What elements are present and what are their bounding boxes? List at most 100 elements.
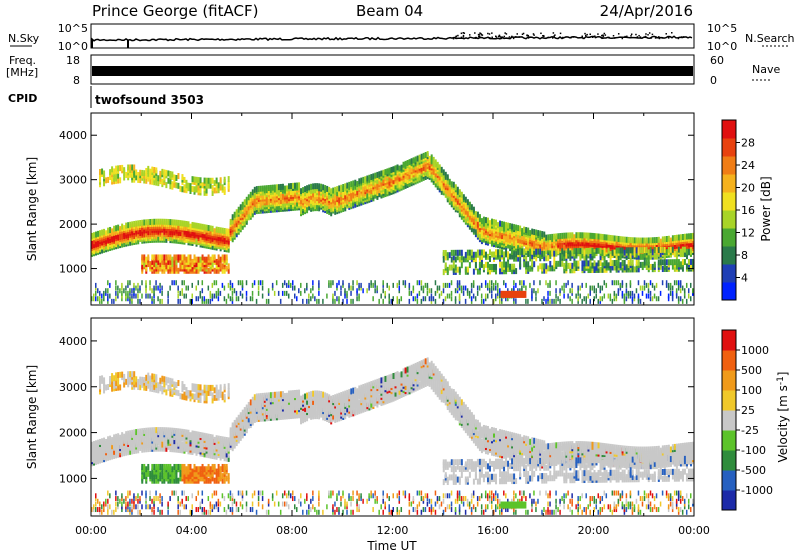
power-cell [608, 248, 610, 254]
power-cell [680, 261, 682, 267]
power-cell [475, 262, 477, 268]
power-cell [591, 248, 593, 254]
power-cell [690, 249, 692, 255]
power-cell [497, 288, 499, 293]
power-cell [421, 299, 423, 304]
power-cell [194, 222, 196, 228]
power-cell [634, 237, 636, 243]
power-cell [121, 283, 123, 288]
power-cell [338, 185, 340, 191]
power-cell [469, 250, 471, 256]
power-cell [479, 214, 481, 220]
power-cell [688, 288, 690, 293]
power-cell [214, 187, 216, 193]
power-cell [240, 204, 242, 210]
power-cell [447, 294, 449, 299]
power-cell [210, 257, 212, 263]
power-cell [356, 296, 358, 301]
power-cell [477, 269, 479, 275]
power-cell [266, 299, 268, 304]
power-cell [511, 264, 513, 270]
power-cell [228, 283, 230, 288]
power-cell [216, 280, 218, 285]
power-cell [684, 259, 686, 265]
power-cell [551, 248, 553, 254]
power-cell [228, 263, 230, 269]
power-cell [587, 260, 589, 266]
power-cell [489, 220, 491, 226]
power-cell [475, 211, 477, 217]
power-cell [348, 182, 350, 188]
power-cell [366, 193, 368, 199]
power-cell [342, 280, 344, 285]
power-cell [204, 257, 206, 263]
power-cell [581, 283, 583, 288]
power-cell [581, 299, 583, 304]
power-cell [238, 207, 240, 213]
velocity-cell [97, 499, 99, 504]
power-cell [577, 261, 579, 267]
power-cell [523, 280, 525, 285]
power-cell [676, 288, 678, 293]
power-cell [511, 249, 513, 255]
power-cell [648, 283, 650, 288]
power-cell [646, 294, 648, 299]
power-cell [684, 288, 686, 293]
power-cell [622, 236, 624, 242]
power-cell [672, 286, 674, 291]
power-cell [527, 228, 529, 234]
power-cell [165, 182, 167, 188]
power-cell [481, 283, 483, 288]
nsearch-point [649, 32, 651, 34]
power-cell [397, 283, 399, 288]
power-cell [230, 296, 232, 301]
power-cell [161, 254, 163, 260]
nsearch-point [475, 38, 477, 40]
power-cell [636, 247, 638, 253]
power-cell [99, 230, 101, 236]
power-cell [380, 294, 382, 299]
power-cell [521, 249, 523, 255]
power-cell [123, 225, 125, 231]
power-cell [356, 280, 358, 285]
nsearch-point [594, 35, 596, 37]
power-cell [202, 288, 204, 293]
power-cell [427, 291, 429, 296]
power-cell [449, 179, 451, 185]
nsearch-point [491, 32, 493, 34]
power-cell [147, 254, 149, 260]
power-cell [600, 286, 602, 291]
power-cell [457, 280, 459, 285]
power-cell [129, 288, 131, 293]
nsearch-point [597, 33, 599, 35]
power-cell [491, 252, 493, 258]
power-cell [495, 286, 497, 291]
power-cell [173, 174, 175, 180]
power-cell [495, 264, 497, 270]
power-cell [161, 291, 163, 296]
power-cell [672, 291, 674, 296]
power-cell [583, 250, 585, 256]
power-cell [650, 296, 652, 301]
power-cell [678, 259, 680, 265]
power-cell [232, 214, 234, 220]
power-cell [171, 219, 173, 225]
power-cell [204, 296, 206, 301]
power-cell [571, 288, 573, 293]
power-cell [167, 291, 169, 296]
power-cell [399, 299, 401, 304]
power-cell [220, 257, 222, 263]
power-cell [284, 280, 286, 285]
velocity-cell [103, 377, 105, 383]
velocity-cell [103, 438, 105, 444]
power-cell [509, 254, 511, 260]
power-cell [187, 286, 189, 291]
date-title: 24/Apr/2016 [600, 2, 693, 20]
power-cell [626, 264, 628, 270]
nsearch-point [463, 35, 465, 37]
power-cell [374, 288, 376, 293]
nsearch-point [592, 37, 594, 39]
power-cell [533, 261, 535, 267]
power-cell [612, 235, 614, 241]
power-cell [169, 254, 171, 260]
